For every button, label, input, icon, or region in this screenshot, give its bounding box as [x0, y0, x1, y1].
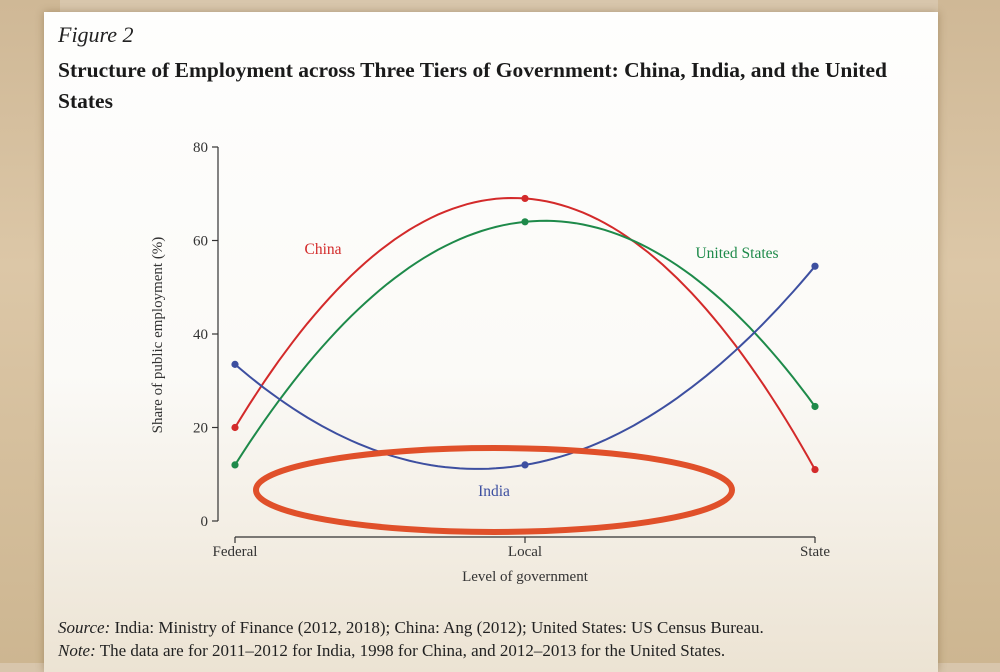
note-text: The data are for 2011–2012 for India, 19…: [99, 641, 726, 660]
series-label-china: China: [304, 241, 341, 258]
figure-title: Structure of Employment across Three Tie…: [58, 58, 887, 113]
data-point-united-states-local: [521, 218, 529, 226]
chart-series: [231, 194, 819, 474]
data-point-china-federal: [231, 423, 239, 432]
data-point-india-state: [811, 262, 819, 270]
source-text: India: Ministry of Finance (2012, 2018);…: [114, 618, 764, 637]
note-label: Note:: [58, 641, 96, 660]
data-point-india-federal: [231, 360, 239, 368]
x-tick-label-local: Local: [508, 544, 542, 560]
highlight-ellipse: [253, 445, 735, 535]
series-label-india: India: [478, 483, 510, 500]
background-right: [938, 0, 1000, 663]
series-line-china: [234, 196, 816, 471]
data-point-united-states-federal: [231, 461, 239, 469]
data-note: Note: The data are for 2011–2012 for Ind…: [58, 641, 725, 661]
y-tick-label-80: 80: [193, 140, 208, 156]
figure-label: Figure 2: [58, 22, 134, 47]
data-point-china-local: [521, 194, 529, 203]
data-point-united-states-state: [811, 402, 819, 411]
x-tick-label-federal: Federal: [213, 544, 258, 560]
y-tick-label-40: 40: [193, 327, 208, 343]
x-tick-label-state: State: [800, 544, 830, 560]
y-axis-label: Share of public employment (%): [150, 237, 166, 434]
y-tick-label-0: 0: [201, 514, 209, 530]
y-tick-label-20: 20: [193, 421, 208, 437]
x-axis-label: Level of government: [462, 569, 589, 585]
series-line-india: [234, 265, 816, 470]
chart-labels: China United States India: [304, 241, 778, 500]
figure-page: [44, 12, 938, 672]
source-label: Source:: [58, 618, 111, 637]
series-label-united-states: United States: [695, 245, 778, 262]
chart-axes: 0 20 40 60 80 Federal Local State Level of gover…: [150, 140, 830, 585]
y-tick-label-60: 60: [193, 234, 208, 250]
data-point-china-state: [811, 465, 819, 474]
data-point-india-local: [521, 461, 529, 469]
source-note: Source: India: Ministry of Finance (2012…: [58, 618, 764, 638]
